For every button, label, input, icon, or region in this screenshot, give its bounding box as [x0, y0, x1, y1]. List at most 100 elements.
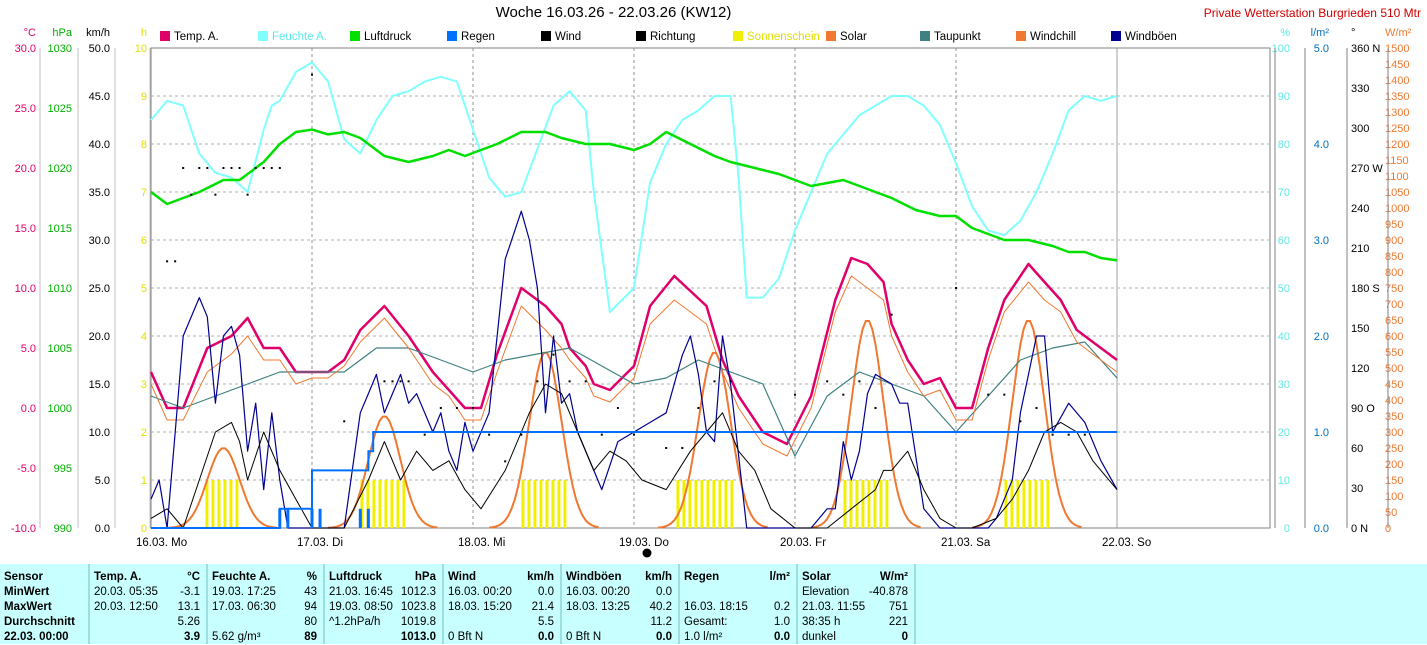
- direction-point: [407, 380, 410, 383]
- summary-header: Wind: [448, 571, 476, 583]
- legend-label: Windchill: [1030, 31, 1077, 43]
- y-tick-direction: 330: [1351, 83, 1369, 95]
- summary-cell-value: -40.878: [868, 586, 908, 598]
- summary-cell-value: 1013.0: [400, 631, 436, 643]
- y-tick-solar: 500: [1385, 363, 1403, 375]
- sunshine-bar: [1010, 480, 1014, 528]
- summary-cell-label: 21.03. 16:45: [329, 586, 393, 598]
- x-tick-label: 20.03. Fr: [780, 537, 826, 549]
- summary-unit: km/h: [527, 571, 554, 583]
- axis-unit-temp: °C: [24, 27, 36, 39]
- y-tick-solar: 950: [1385, 219, 1403, 231]
- summary-cell-label: ^1.2hPa/h: [329, 616, 381, 628]
- summary-cell-label: 19.03. 17:25: [212, 586, 276, 598]
- y-tick-wind: 5.0: [95, 475, 110, 487]
- y-tick-solar: 1350: [1385, 91, 1409, 103]
- summary-cell-label: 0 Bft N: [448, 631, 484, 643]
- direction-point: [270, 167, 273, 169]
- series-line-feuchte-a-: [150, 61, 1118, 313]
- series-line-luftdruck: [150, 128, 1118, 262]
- summary-cell-value: 0.0: [656, 631, 672, 643]
- summary-row-label: MaxWert: [4, 601, 52, 613]
- direction-point: [198, 167, 201, 169]
- sunshine-bar: [885, 480, 889, 528]
- direction-point: [568, 380, 571, 383]
- sunshine-bar: [396, 480, 400, 528]
- direction-point: [190, 193, 193, 196]
- y-tick-direction: 300: [1351, 123, 1369, 135]
- summary-col-temp: Temp. A. °C 20.03. 05:35 -3.1 20.03. 12:50 13…: [90, 564, 208, 644]
- summary-unit: hPa: [414, 571, 436, 583]
- y-tick-solar: 850: [1385, 251, 1403, 263]
- direction-point: [439, 407, 442, 409]
- y-tick-pressure: 1025: [48, 103, 72, 115]
- direction-point: [665, 447, 668, 449]
- sunshine-bar: [360, 480, 364, 528]
- sunshine-bar: [682, 480, 686, 528]
- y-tick-sun: 3: [141, 379, 147, 391]
- y-tick-wind: 35.0: [89, 187, 110, 199]
- sunshine-bar: [533, 480, 537, 528]
- direction-point: [238, 167, 241, 169]
- sunshine-bar: [563, 480, 567, 528]
- summary-header: Luftdruck: [329, 571, 383, 583]
- summary-cell-value: 0.0: [656, 586, 672, 598]
- direction-point: [633, 433, 635, 436]
- direction-point: [278, 167, 281, 169]
- y-tick-direction: 30: [1351, 483, 1363, 495]
- summary-col-rain: Regen l/m² 16.03. 18:15 0.2 Gesamt: 1.0 1.0 l/…: [680, 564, 798, 644]
- direction-point: [681, 447, 684, 449]
- y-tick-humidity: 20: [1278, 427, 1290, 439]
- y-tick-temp: 10.0: [15, 283, 36, 295]
- summary-cell-value: 5.5: [538, 616, 554, 628]
- summary-col-gust: Windböen km/h 16.03. 00:20 0.0 18.03. 13:25 4…: [562, 564, 680, 644]
- summary-cell-label: 20.03. 05:35: [94, 586, 158, 598]
- summary-cell-value: 94: [304, 601, 317, 613]
- y-tick-solar: 250: [1385, 443, 1403, 455]
- sunshine-bar: [211, 480, 215, 528]
- y-tick-sun: 8: [141, 139, 147, 151]
- y-tick-wind: 30.0: [89, 235, 110, 247]
- sunshine-bar: [1016, 480, 1020, 528]
- y-tick-temp: 30.0: [15, 43, 36, 55]
- summary-unit: l/m²: [769, 571, 790, 583]
- rain-bar: [318, 508, 322, 528]
- sunshine-bar: [1028, 480, 1032, 528]
- summary-header: Solar: [802, 571, 831, 583]
- sunshine-bar: [849, 480, 853, 528]
- y-tick-direction: 180 S: [1351, 283, 1380, 295]
- y-tick-sun: 7: [141, 187, 147, 199]
- legend-item: Luftdruck: [350, 31, 411, 45]
- direction-point: [174, 260, 177, 263]
- summary-cell-value: 0.2: [774, 601, 790, 613]
- x-tick-label: 19.03. Do: [619, 537, 669, 549]
- direction-point: [214, 193, 217, 196]
- y-tick-pressure: 990: [54, 523, 72, 535]
- legend-swatch: [350, 31, 360, 41]
- axis-unit-rain: l/m²: [1311, 27, 1330, 39]
- direction-point: [488, 433, 491, 436]
- y-tick-solar: 550: [1385, 347, 1403, 359]
- direction-point: [858, 380, 861, 383]
- series-line-wind: [150, 383, 1118, 529]
- summary-unit: W/m²: [879, 571, 908, 583]
- direction-point: [206, 167, 209, 169]
- legend-swatch: [1111, 31, 1121, 41]
- solar-curve: [810, 320, 921, 529]
- direction-point: [874, 407, 877, 409]
- y-tick-solar: 1500: [1385, 43, 1409, 55]
- y-tick-sun: 1: [141, 475, 147, 487]
- x-tick-label: 17.03. Di: [297, 537, 343, 549]
- y-tick-wind: 10.0: [89, 427, 110, 439]
- solar-curve: [328, 415, 438, 529]
- summary-header: Temp. A.: [94, 571, 142, 583]
- y-tick-solar: 750: [1385, 283, 1403, 295]
- summary-cell-value: 0.0: [538, 631, 554, 643]
- y-tick-sun: 5: [141, 283, 147, 295]
- sunshine-bar: [712, 480, 716, 528]
- legend-swatch: [447, 31, 457, 41]
- sunshine-bar: [724, 480, 728, 528]
- summary-cell-label: Gesamt:: [684, 616, 728, 628]
- sunshine-bar: [1022, 480, 1026, 528]
- legend-label: Windböen: [1125, 31, 1177, 43]
